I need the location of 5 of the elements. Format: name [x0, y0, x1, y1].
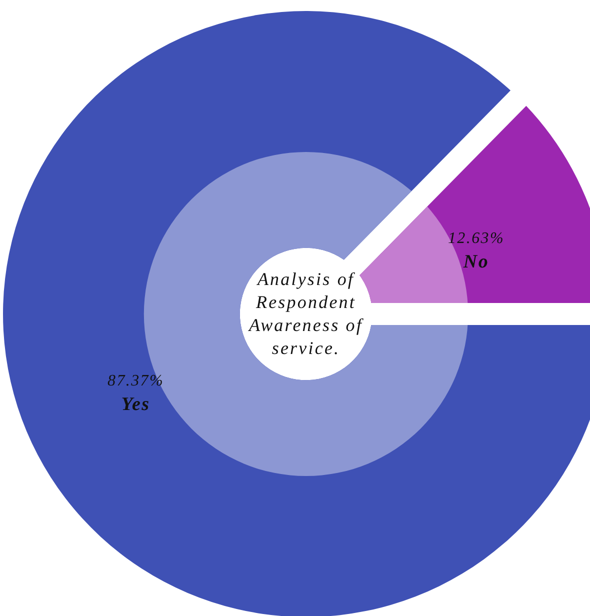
slice-label: Yes: [121, 394, 150, 416]
data-label: 87.37%: [108, 372, 164, 390]
slice-label: No: [462, 252, 490, 273]
text: Analysis of Respondent Awareness of service.: [247, 268, 364, 360]
data-label: 12.63%: [448, 230, 504, 247]
